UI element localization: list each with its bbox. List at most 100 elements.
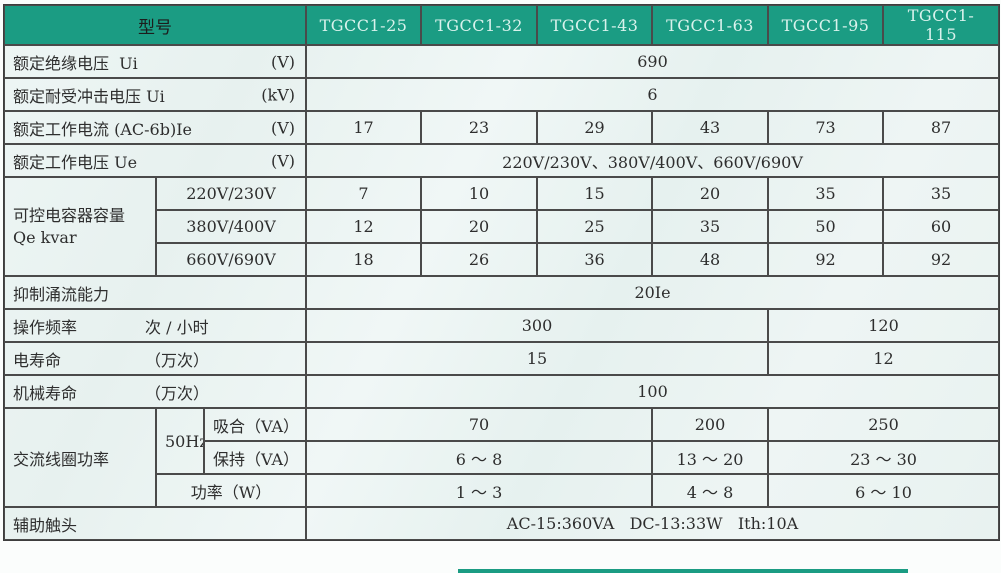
working-current-value: 29 (537, 111, 653, 144)
capacitor-sub-label-660v: 660V/690V (156, 243, 307, 276)
coil-holding-value-95-115: 23 ～ 30 (768, 441, 1000, 474)
operation-frequency-group2: 120 (768, 309, 1000, 342)
coil-holding-value-63: 13 ～ 20 (652, 441, 769, 474)
unit-text: 次 / 小时 (145, 317, 209, 337)
working-current-value: 23 (421, 111, 538, 144)
row-working-voltage: 额定工作电压 Ue (V) 220V/230V、380V/400V、660V/6… (4, 144, 1000, 177)
value-insulation-voltage: 690 (306, 45, 1000, 78)
model-header-tgcc1-95: TGCC1-95 (768, 5, 884, 45)
coil-pickup-value-25-43: 70 (306, 408, 653, 441)
coil-frequency-label: 50Hz (156, 408, 204, 474)
row-coil-holding: 保持（VA） 6 ～ 8 13 ～ 20 23 ～ 30 (4, 441, 1000, 474)
unit-text: (V) (270, 52, 296, 71)
model-header-tgcc1-32: TGCC1-32 (421, 5, 538, 45)
model-header-tgcc1-63: TGCC1-63 (652, 5, 769, 45)
model-header-tgcc1-43: TGCC1-43 (537, 5, 653, 45)
row-label-impulse-voltage: 额定耐受冲击电压 Ui (kV) (4, 78, 307, 111)
value-auxiliary-contact: AC-15:360VA DC-13:33W Ith:10A (306, 507, 1000, 540)
capacitor-value: 50 (768, 210, 884, 243)
label-text: 电寿命 (13, 350, 62, 370)
spec-table: 型号 TGCC1-25 TGCC1-32 TGCC1-43 TGCC1-63 T… (3, 4, 1001, 541)
coil-power-w-value-25-43: 1 ～ 3 (306, 474, 653, 507)
bottom-accent-strip (458, 569, 908, 573)
capacitor-value: 35 (768, 177, 884, 210)
capacitor-value: 12 (306, 210, 422, 243)
value-mechanical-life: 100 (306, 375, 1000, 408)
model-header-tgcc1-115: TGCC1-115 (883, 5, 1000, 45)
label-text: 交流线圈功率 (13, 449, 110, 469)
row-inrush-suppression: 抑制涌流能力 20Ie (4, 276, 1000, 309)
row-capacitor-220v: 可控电容器容量 Qe kvar 220V/230V 7 10 15 20 35 … (4, 177, 1000, 276)
row-label-insulation-voltage: 额定绝缘电压 Ui (V) (4, 45, 307, 78)
label-text: 额定绝缘电压 Ui (13, 53, 138, 73)
row-capacitor-660v: 660V/690V 18 26 36 48 92 92 (4, 243, 1000, 276)
row-mechanical-life: 机械寿命 （万次） 100 (4, 375, 1000, 408)
working-current-value: 43 (652, 111, 769, 144)
row-auxiliary-contact: 辅助触头 AC-15:360VA DC-13:33W Ith:10A (4, 507, 1000, 540)
row-label-mechanical-life: 机械寿命 （万次） (4, 375, 307, 408)
capacitor-label-line1: 可控电容器容量 (13, 205, 126, 225)
row-insulation-voltage: 额定绝缘电压 Ui (V) 690 (4, 45, 1000, 78)
capacitor-sub-label-380v: 380V/400V (156, 210, 307, 243)
row-label-working-voltage: 额定工作电压 Ue (V) (4, 144, 307, 177)
capacitor-value: 10 (421, 177, 538, 210)
unit-text: (kV) (261, 85, 296, 104)
row-label-working-current: 额定工作电流 (AC-6b)Ie (V) (4, 111, 307, 144)
value-working-voltage: 220V/230V、380V/400V、660V/690V (306, 144, 1000, 177)
unit-text: （万次） (145, 383, 210, 403)
unit-text: （万次） (145, 350, 210, 370)
capacitor-value: 36 (537, 243, 653, 276)
working-current-value: 17 (306, 111, 422, 144)
coil-power-w-label: 功率（W） (156, 474, 307, 507)
coil-holding-value-25-43: 6 ～ 8 (306, 441, 653, 474)
value-impulse-voltage: 6 (306, 78, 1000, 111)
coil-power-w-value-95-115: 6 ～ 10 (768, 474, 1000, 507)
label-text: 辅助触头 (13, 515, 78, 535)
coil-power-w-value-63: 4 ～ 8 (652, 474, 769, 507)
working-current-value: 87 (883, 111, 1000, 144)
model-header-tgcc1-25: TGCC1-25 (306, 5, 422, 45)
capacitor-value: 35 (652, 210, 769, 243)
capacitor-value: 35 (883, 177, 1000, 210)
row-label-auxiliary-contact: 辅助触头 (4, 507, 307, 540)
row-working-current: 额定工作电流 (AC-6b)Ie (V) 17 23 29 43 73 87 (4, 111, 1000, 144)
capacitor-value: 20 (421, 210, 538, 243)
capacitor-value: 92 (883, 243, 1000, 276)
capacitor-value: 60 (883, 210, 1000, 243)
label-text: 额定工作电流 (AC-6b)Ie (13, 119, 192, 139)
row-label-capacitor-capacity: 可控电容器容量 Qe kvar (4, 177, 156, 276)
coil-holding-label: 保持（VA） (204, 441, 307, 474)
row-coil-pickup: 交流线圈功率 50Hz 吸合（VA） 70 200 250 (4, 408, 1000, 507)
row-operation-frequency: 操作频率 次 / 小时 300 120 (4, 309, 1000, 342)
operation-frequency-group1: 300 (306, 309, 769, 342)
row-coil-power-w: 功率（W） 1 ～ 3 4 ～ 8 6 ～ 10 (4, 474, 1000, 507)
electrical-life-group1: 15 (306, 342, 769, 375)
unit-text: (V) (270, 151, 296, 170)
capacitor-value: 15 (537, 177, 653, 210)
label-text: 操作频率 (13, 317, 78, 337)
capacitor-value: 20 (652, 177, 769, 210)
row-impulse-voltage: 额定耐受冲击电压 Ui (kV) 6 (4, 78, 1000, 111)
electrical-life-group2: 12 (768, 342, 1000, 375)
row-label-operation-frequency: 操作频率 次 / 小时 (4, 309, 307, 342)
coil-pickup-label: 吸合（VA） (204, 408, 307, 441)
capacitor-value: 25 (537, 210, 653, 243)
capacitor-value: 92 (768, 243, 884, 276)
row-electrical-life: 电寿命 （万次） 15 12 (4, 342, 1000, 375)
capacitor-value: 26 (421, 243, 538, 276)
label-text: 额定工作电压 Ue (13, 152, 138, 172)
capacitor-value: 7 (306, 177, 422, 210)
capacitor-label-line2: Qe kvar (13, 227, 77, 247)
label-text: 抑制涌流能力 (13, 284, 110, 304)
row-label-electrical-life: 电寿命 （万次） (4, 342, 307, 375)
coil-pickup-value-95-115: 250 (768, 408, 1000, 441)
coil-pickup-value-63: 200 (652, 408, 769, 441)
row-label-inrush-suppression: 抑制涌流能力 (4, 276, 307, 309)
unit-text: (V) (270, 118, 296, 137)
value-inrush-suppression: 20Ie (306, 276, 1000, 309)
model-column-header: 型号 (4, 5, 307, 45)
label-text: 机械寿命 (13, 383, 78, 403)
capacitor-value: 18 (306, 243, 422, 276)
capacitor-sub-label-220v: 220V/230V (156, 177, 307, 210)
